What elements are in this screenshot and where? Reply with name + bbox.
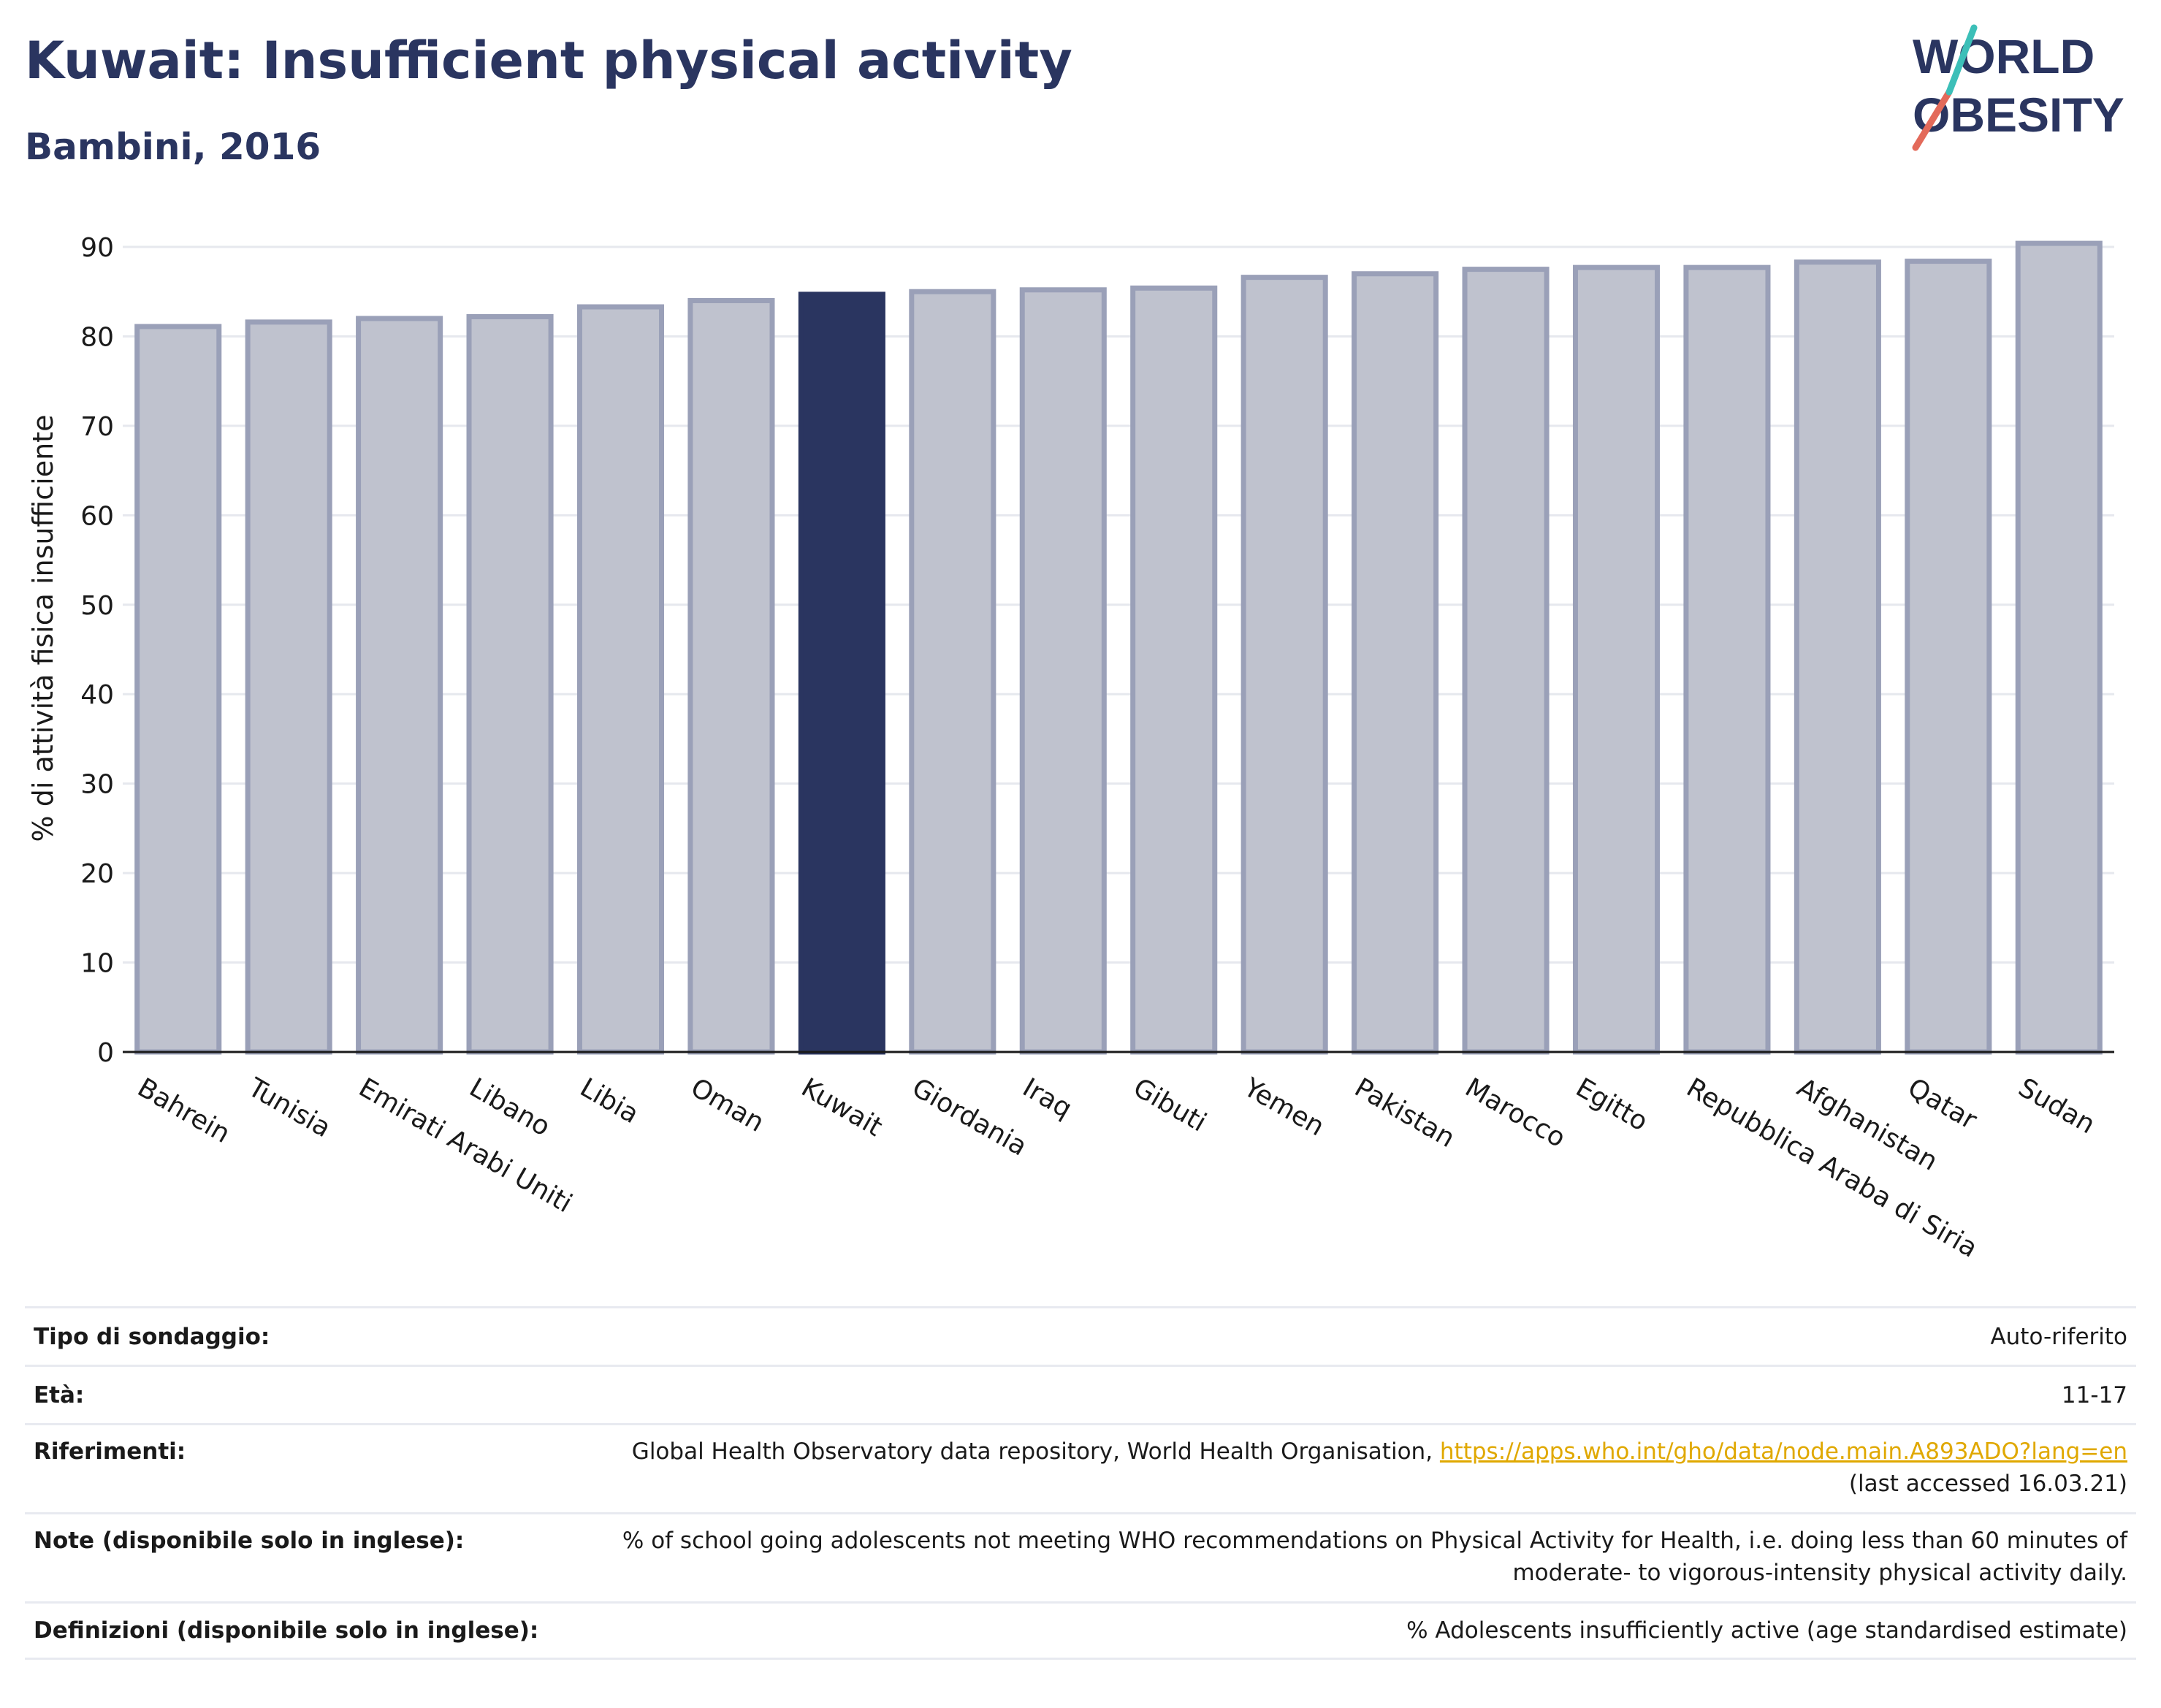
x-tick-label: Kuwait — [796, 1072, 888, 1143]
info-label: Tipo di sondaggio: — [34, 1323, 270, 1350]
x-tick-label: Pakistan — [1349, 1072, 1460, 1154]
y-axis-label: % di attività fisica insufficiente — [27, 415, 59, 842]
bar-marocco — [1462, 267, 1550, 1055]
bar-chart: 0 10 20 30 40 50 60 70 80 90 Bahrein Tunisia Emirati… — [27, 233, 2114, 1264]
chart-title: Kuwait: Insufficient physical activity — [25, 31, 1072, 91]
info-row: Definizioni (disponibile solo in inglese… — [25, 1601, 2136, 1660]
bars — [134, 240, 2103, 1055]
bar-tunisia — [245, 319, 332, 1055]
world-obesity-logo: WORLD OBESITY — [1912, 24, 2124, 151]
y-tick-label: 20 — [80, 859, 114, 889]
x-tick-label: Gibuti — [1128, 1072, 1211, 1137]
x-tick-label: Egitto — [1571, 1072, 1653, 1137]
chart-subtitle: Bambini, 2016 — [25, 126, 321, 168]
bar-kuwait — [798, 291, 885, 1055]
info-value: 11-17 — [2062, 1382, 2136, 1408]
bar-libano — [466, 314, 554, 1055]
bar-emirati-arabi-uniti — [356, 316, 443, 1055]
bar-repubblica-araba-di-siria — [1683, 264, 1771, 1055]
x-tick-label: Libia — [575, 1072, 644, 1129]
x-tick-label: Emirati Arabi Uniti — [354, 1072, 577, 1219]
info-value: Auto-riferito — [1990, 1324, 2136, 1350]
x-tick-label: Giordania — [907, 1072, 1032, 1162]
info-value-text: % of school going adolescents not meetin… — [622, 1528, 2127, 1554]
x-tick-label: Oman — [685, 1072, 769, 1138]
x-tick-label: Libano — [465, 1072, 555, 1142]
bar-giordania — [909, 289, 996, 1055]
bar-egitto — [1572, 264, 1661, 1055]
info-value-text: 11-17 — [2061, 1381, 2127, 1408]
info-value-text: Auto-riferito — [1990, 1323, 2127, 1350]
bar-iraq — [1019, 287, 1107, 1055]
bar-gibuti — [1130, 285, 1218, 1055]
bar-pakistan — [1352, 271, 1439, 1055]
bar-yemen — [1240, 275, 1328, 1055]
info-label: Note (disponibile solo in inglese): — [34, 1528, 465, 1554]
reference-link[interactable]: https://apps.who.int/gho/data/node.main.… — [1439, 1438, 2127, 1465]
y-tick-label: 90 — [80, 233, 114, 263]
x-tick-label: Qatar — [1902, 1072, 1981, 1135]
svg-text:WORLD: WORLD — [1913, 29, 2095, 83]
y-tick-label: 60 — [80, 501, 114, 531]
info-label: Riferimenti: — [34, 1438, 186, 1465]
bar-libia — [576, 304, 665, 1055]
bar-bahrein — [134, 324, 222, 1055]
bar-qatar — [1905, 259, 1992, 1055]
info-value: % of school going adolescents not meetin… — [622, 1528, 2136, 1586]
bar-oman — [687, 297, 775, 1055]
info-value-text: Global Health Observatory data repositor… — [631, 1438, 1440, 1465]
info-row: Età: 11-17 — [25, 1365, 2136, 1423]
info-row: Tipo di sondaggio: Auto-riferito — [25, 1306, 2136, 1365]
y-tick-label: 80 — [80, 322, 114, 352]
y-tick-label: 30 — [80, 770, 114, 800]
info-value-text: % Adolescents insufficiently active (age… — [1406, 1617, 2127, 1644]
x-tick-label: Marocco — [1460, 1072, 1571, 1154]
y-tick-label: 40 — [80, 680, 114, 710]
info-label: Definizioni (disponibile solo in inglese… — [34, 1617, 539, 1644]
x-tick-label: Yemen — [1238, 1072, 1330, 1143]
bar-afghanistan — [1794, 259, 1881, 1055]
info-row: Riferimenti: Global Health Observatory da… — [25, 1423, 2136, 1512]
y-tick-label: 0 — [97, 1038, 114, 1068]
x-tick-label: Sudan — [2013, 1072, 2100, 1140]
x-tick-label: Tunisia — [243, 1072, 336, 1143]
info-row: Note (disponibile solo in inglese): % of … — [25, 1512, 2136, 1601]
y-tick-label: 10 — [80, 949, 114, 979]
info-value-extra: moderate- to vigorous-intensity physical… — [1512, 1560, 2127, 1586]
info-value-extra: (last accessed 16.03.21) — [1848, 1471, 2127, 1497]
info-table: Tipo di sondaggio: Auto-riferito Età: 11-17… — [25, 1306, 2136, 1660]
bar-sudan — [2015, 240, 2103, 1055]
info-value: % Adolescents insufficiently active (age… — [1406, 1617, 2136, 1644]
info-label: Età: — [34, 1381, 85, 1408]
x-tick-label: Bahrein — [132, 1072, 235, 1149]
y-tick-label: 50 — [80, 591, 114, 621]
y-tick-label: 70 — [80, 412, 114, 442]
x-tick-label: Iraq — [1018, 1072, 1077, 1124]
info-value: Global Health Observatory data repositor… — [632, 1438, 2136, 1497]
